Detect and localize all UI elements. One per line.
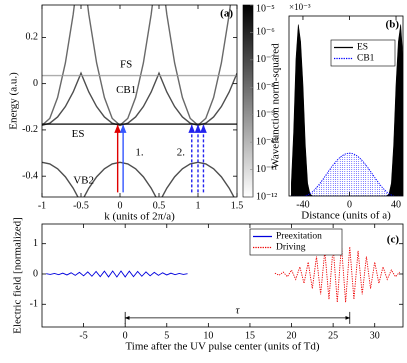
legend-label: ES — [357, 43, 368, 53]
x-tick-label: 5 — [164, 330, 169, 341]
series-line — [46, 270, 188, 278]
x-axis-label: k (units of 2π/a) — [104, 211, 175, 223]
x-tick-label: 15 — [245, 330, 255, 341]
y-axis-label: Wavefunction norm-squared — [270, 43, 282, 169]
panel-label: (b) — [386, 19, 400, 31]
x-tick-label: 10 — [203, 330, 213, 341]
colorbar-tick-label: 10⁻⁵ — [256, 3, 275, 14]
colorbar — [242, 4, 254, 198]
colorbar-tick-label: 10⁻⁸ — [256, 82, 275, 93]
series-line — [274, 245, 401, 303]
x-tick-label: 25 — [328, 330, 338, 341]
x-tick-label: -1 — [38, 200, 46, 211]
colorbar-tick-label: 10⁻⁹ — [256, 109, 275, 120]
colorbar-tick-label: 10⁻¹¹ — [256, 164, 277, 175]
x-tick-label: 20 — [287, 330, 297, 341]
colorbar-tick-label: 10⁻¹² — [256, 191, 277, 202]
band-label: ES — [72, 128, 85, 140]
y-multiplier: ×10⁻³ — [289, 2, 311, 12]
y-tick-label: -1 — [30, 299, 38, 310]
plot-frame — [41, 4, 238, 198]
y-tick-label: 1 — [33, 238, 38, 249]
x-tick-label: -0.5 — [73, 200, 89, 211]
colorbar-tick-label: 10⁻⁷ — [256, 54, 275, 65]
x-tick-label: 40 — [391, 199, 401, 210]
plot-frame — [288, 15, 404, 197]
x-tick-label: -5 — [79, 330, 87, 341]
x-tick-label: 30 — [370, 330, 380, 341]
legend-box — [249, 228, 343, 256]
plot-frame — [41, 223, 404, 328]
transition-label: 2. — [177, 147, 186, 159]
x-tick-label: 0 — [347, 199, 352, 210]
y-tick-label: 0 — [33, 78, 38, 89]
y-tick-label: -0.2 — [22, 124, 38, 135]
x-tick-label: 1 — [196, 200, 201, 211]
x-tick-label: 0 — [123, 330, 128, 341]
x-tick-label: 1.5 — [231, 200, 244, 211]
panel-label: (c) — [387, 234, 400, 246]
x-tick-label: 0 — [118, 200, 123, 211]
series-line — [42, 161, 235, 197]
band-label: CB1 — [116, 84, 136, 96]
tau-label: τ — [236, 304, 241, 316]
panel-label: (a) — [220, 8, 233, 20]
colorbar-tick-label: 10⁻⁶ — [256, 27, 275, 38]
y-axis-label: Energy (a.u.) — [8, 72, 20, 130]
colorbar-tick-label: 10⁻¹⁰ — [256, 136, 278, 147]
x-axis-label: Time after the UV pulse center (units of… — [125, 341, 319, 353]
x-axis-label: Distance (units of a) — [301, 210, 391, 222]
series-area — [291, 24, 403, 196]
legend-box — [330, 39, 396, 67]
y-tick-label: 0.2 — [26, 32, 39, 43]
y-axis-label: Electric field [normalized] — [12, 217, 24, 334]
band-label: VB2 — [73, 174, 94, 186]
legend-label: CB1 — [357, 54, 375, 64]
series-line — [42, 5, 232, 127]
x-tick-label: -40 — [296, 199, 309, 210]
y-tick-label: 0 — [33, 268, 38, 279]
legend-label: Driving — [276, 243, 306, 253]
y-tick-label: -0.4 — [22, 170, 38, 181]
transition-label: 1. — [135, 147, 144, 159]
legend-label: Preexitation — [276, 232, 322, 242]
band-label: FS — [120, 59, 132, 71]
x-tick-label: 0.5 — [153, 200, 166, 211]
